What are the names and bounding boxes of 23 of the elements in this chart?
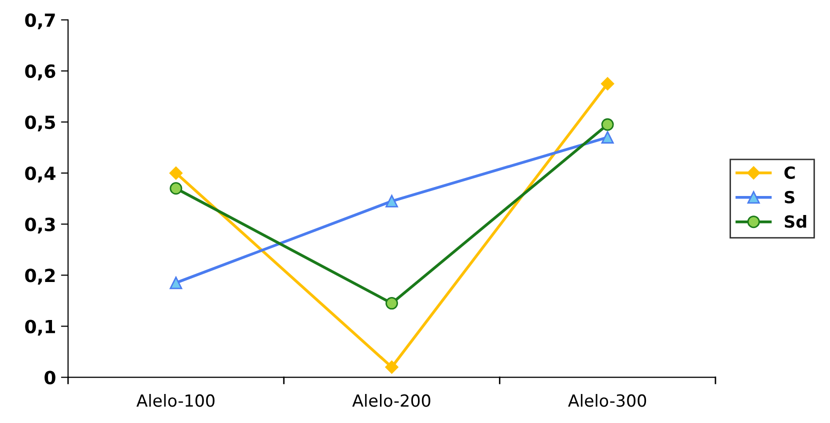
x-tick-label: Alelo-300 — [568, 394, 646, 407]
y-tick-label: 0,1 — [25, 320, 56, 336]
point — [385, 360, 398, 374]
y-tick-label: 0,6 — [25, 64, 56, 80]
legend-label: C — [784, 166, 795, 179]
y-tick-label: 0 — [44, 370, 56, 384]
y-tick-label: 0,2 — [25, 268, 55, 285]
x-tick-label: Alelo-100 — [136, 394, 214, 407]
point — [170, 276, 182, 290]
point — [601, 118, 614, 131]
point — [386, 297, 398, 310]
y-tick-label: 0,5 — [25, 115, 55, 132]
point — [601, 131, 614, 144]
legend-label: S — [784, 190, 794, 204]
point — [169, 166, 183, 180]
y-tick-label: 0,3 — [25, 218, 55, 234]
y-tick-label: 0,4 — [25, 166, 56, 182]
legend-label: Sd — [784, 214, 806, 228]
point — [170, 182, 182, 195]
x-tick-label: Alelo-200 — [352, 394, 430, 407]
y-tick-label: 0,7 — [25, 13, 55, 30]
point — [600, 77, 614, 90]
point — [386, 194, 398, 208]
